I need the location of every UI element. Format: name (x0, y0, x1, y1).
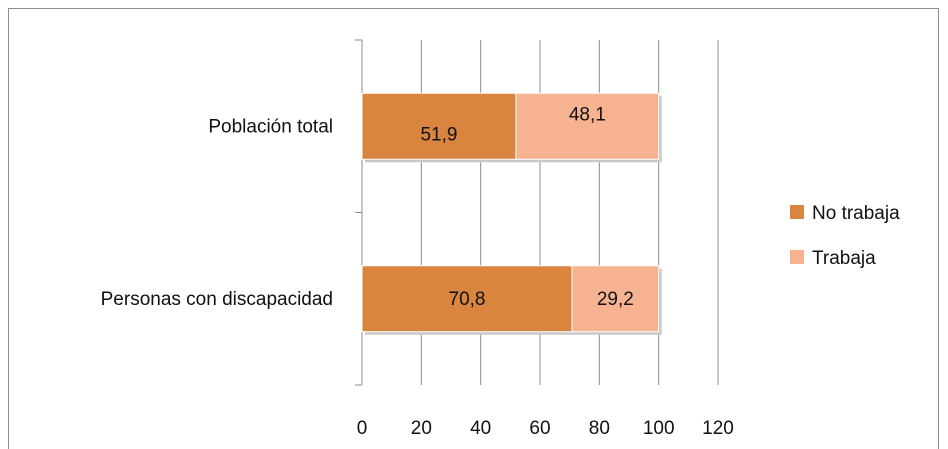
x-tick-label: 120 (702, 418, 734, 439)
bar-trabaja[interactable] (571, 265, 660, 333)
legend[interactable]: No trabaja Trabaja (790, 203, 900, 269)
data-label: 70,8 (449, 289, 486, 310)
chart-frame (8, 8, 939, 449)
bars (361, 92, 662, 335)
x-tick-label: 80 (589, 418, 610, 439)
legend-label[interactable]: Trabaja (812, 248, 876, 269)
bar-trabaja[interactable] (515, 92, 660, 160)
data-label: 29,2 (597, 289, 634, 310)
x-tick-label: 100 (643, 418, 675, 439)
bar-no-trabaja[interactable] (361, 265, 573, 333)
x-tick-label: 20 (411, 418, 432, 439)
category-axis (355, 39, 363, 386)
legend-swatch (790, 205, 804, 219)
category-label: Personas con discapacidad (101, 289, 333, 310)
x-tick-label: 60 (529, 418, 550, 439)
x-tick-label: 0 (357, 418, 368, 439)
category-label: Población total (208, 116, 333, 137)
legend-label[interactable]: No trabaja (812, 203, 900, 224)
x-tick-label: 40 (470, 418, 491, 439)
labels: 0 20 40 60 80 100 120 Población total 51,9 48,1 Pe… (101, 104, 734, 439)
legend-swatch (790, 250, 804, 264)
data-label: 51,9 (420, 124, 457, 145)
data-label: 48,1 (569, 104, 606, 125)
